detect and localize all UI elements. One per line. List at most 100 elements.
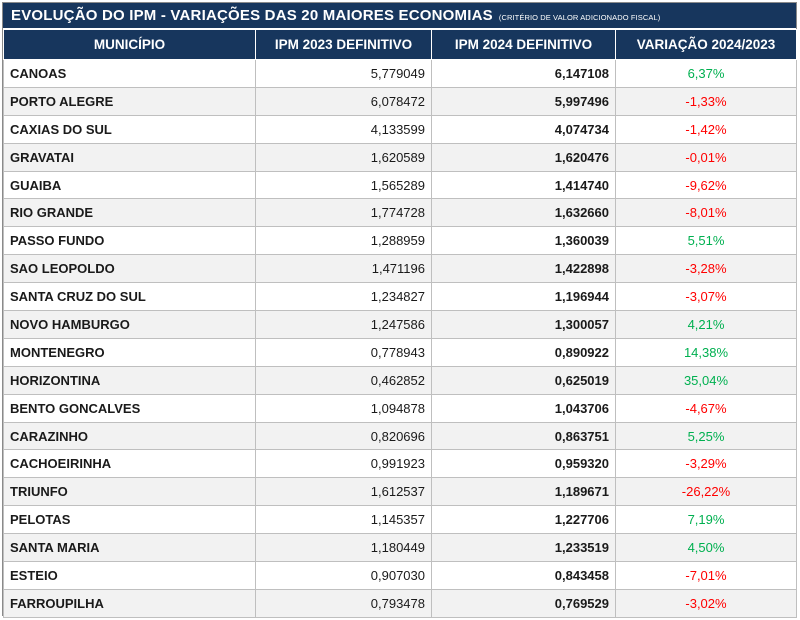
ipm-2024-cell: 0,890922: [431, 337, 616, 367]
ipm-2024-cell: 1,632660: [431, 198, 616, 228]
ipm-2023-cell: 1,620589: [255, 142, 432, 172]
variacao-cell: -0,01%: [615, 142, 797, 172]
variacao-cell: -26,22%: [615, 477, 797, 507]
variacao-cell: 35,04%: [615, 365, 797, 395]
variacao-cell: 4,21%: [615, 310, 797, 339]
table-row: SAO LEOPOLDO 1,471196 1,422898 -3,28%: [3, 254, 797, 284]
table-row: RIO GRANDE 1,774728 1,632660 -8,01%: [3, 198, 797, 228]
municipio-cell: FARROUPILHA: [3, 588, 256, 618]
municipio-cell: NOVO HAMBURGO: [3, 310, 256, 339]
ipm-2024-cell: 6,147108: [431, 59, 616, 88]
ipm-2023-cell: 1,612537: [255, 477, 432, 507]
ipm-2024-cell: 4,074734: [431, 114, 616, 144]
ipm-2023-cell: 0,462852: [255, 365, 432, 395]
variacao-cell: -3,28%: [615, 254, 797, 284]
ipm-2023-cell: 1,145357: [255, 505, 432, 535]
header-municipio: MUNICÍPIO: [3, 29, 256, 60]
variacao-cell: -7,01%: [615, 561, 797, 590]
variacao-cell: 5,51%: [615, 226, 797, 256]
table-row: CARAZINHO 0,820696 0,863751 5,25%: [3, 421, 797, 451]
table-row: GUAIBA 1,565289 1,414740 -9,62%: [3, 170, 797, 200]
header-ipm-2024: IPM 2024 DEFINITIVO: [431, 29, 616, 60]
ipm-2024-cell: 0,769529: [431, 588, 616, 618]
municipio-cell: CANOAS: [3, 59, 256, 88]
ipm-2024-cell: 1,360039: [431, 226, 616, 256]
variacao-cell: -3,02%: [615, 588, 797, 618]
variacao-cell: -3,29%: [615, 449, 797, 479]
variacao-cell: 14,38%: [615, 337, 797, 367]
ipm-2024-cell: 1,196944: [431, 282, 616, 312]
ipm-2024-cell: 1,233519: [431, 533, 616, 563]
ipm-2024-cell: 1,620476: [431, 142, 616, 172]
ipm-2023-cell: 0,820696: [255, 421, 432, 451]
table-row: MONTENEGRO 0,778943 0,890922 14,38%: [3, 337, 797, 367]
ipm-2024-cell: 1,414740: [431, 170, 616, 200]
ipm-2024-cell: 1,422898: [431, 254, 616, 284]
municipio-cell: CAXIAS DO SUL: [3, 114, 256, 144]
table-row: PASSO FUNDO 1,288959 1,360039 5,51%: [3, 226, 797, 256]
ipm-2024-cell: 1,227706: [431, 505, 616, 535]
ipm-table: MUNICÍPIO IPM 2023 DEFINITIVO IPM 2024 D…: [3, 29, 797, 618]
table-subtitle: (CRITÉRIO DE VALOR ADICIONADO FISCAL): [498, 12, 661, 22]
variacao-cell: -4,67%: [615, 393, 797, 423]
table-row: CACHOEIRINHA 0,991923 0,959320 -3,29%: [3, 449, 797, 479]
municipio-cell: MONTENEGRO: [3, 337, 256, 367]
variacao-cell: -8,01%: [615, 198, 797, 228]
ipm-2023-cell: 1,774728: [255, 198, 432, 228]
table-row: GRAVATAI 1,620589 1,620476 -0,01%: [3, 142, 797, 172]
variacao-cell: 7,19%: [615, 505, 797, 535]
table-row: ESTEIO 0,907030 0,843458 -7,01%: [3, 561, 797, 590]
table-row: HORIZONTINA 0,462852 0,625019 35,04%: [3, 365, 797, 395]
variacao-cell: -3,07%: [615, 282, 797, 312]
table-row: TRIUNFO 1,612537 1,189671 -26,22%: [3, 477, 797, 507]
ipm-2023-cell: 1,094878: [255, 393, 432, 423]
table-row: PORTO ALEGRE 6,078472 5,997496 -1,33%: [3, 86, 797, 116]
municipio-cell: GUAIBA: [3, 170, 256, 200]
table-row: PELOTAS 1,145357 1,227706 7,19%: [3, 505, 797, 535]
municipio-cell: PORTO ALEGRE: [3, 86, 256, 116]
ipm-2023-cell: 6,078472: [255, 86, 432, 116]
variacao-cell: 4,50%: [615, 533, 797, 563]
ipm-2023-cell: 0,907030: [255, 561, 432, 590]
municipio-cell: HORIZONTINA: [3, 365, 256, 395]
table-row: CANOAS 5,779049 6,147108 6,37%: [3, 59, 797, 88]
table-row: CAXIAS DO SUL 4,133599 4,074734 -1,42%: [3, 114, 797, 144]
ipm-2024-cell: 0,625019: [431, 365, 616, 395]
ipm-2024-cell: 0,863751: [431, 421, 616, 451]
municipio-cell: GRAVATAI: [3, 142, 256, 172]
ipm-2023-cell: 4,133599: [255, 114, 432, 144]
header-variacao: VARIAÇÃO 2024/2023: [615, 29, 797, 60]
ipm-2024-cell: 1,300057: [431, 310, 616, 339]
ipm-2023-cell: 1,234827: [255, 282, 432, 312]
municipio-cell: TRIUNFO: [3, 477, 256, 507]
municipio-cell: ESTEIO: [3, 561, 256, 590]
table-title: EVOLUÇÃO DO IPM - VARIAÇÕES DAS 20 MAIOR…: [11, 7, 493, 24]
header-row: MUNICÍPIO IPM 2023 DEFINITIVO IPM 2024 D…: [3, 29, 797, 60]
ipm-2023-cell: 1,288959: [255, 226, 432, 256]
variacao-cell: -1,33%: [615, 86, 797, 116]
table-row: NOVO HAMBURGO 1,247586 1,300057 4,21%: [3, 310, 797, 339]
table-row: SANTA MARIA 1,180449 1,233519 4,50%: [3, 533, 797, 563]
municipio-cell: SANTA CRUZ DO SUL: [3, 282, 256, 312]
variacao-cell: 5,25%: [615, 421, 797, 451]
table-row: FARROUPILHA 0,793478 0,769529 -3,02%: [3, 588, 797, 618]
ipm-2024-cell: 1,043706: [431, 393, 616, 423]
ipm-2023-cell: 1,247586: [255, 310, 432, 339]
table-row: SANTA CRUZ DO SUL 1,234827 1,196944 -3,07%: [3, 282, 797, 312]
ipm-2023-cell: 0,991923: [255, 449, 432, 479]
ipm-2023-cell: 5,779049: [255, 59, 432, 88]
variacao-cell: 6,37%: [615, 59, 797, 88]
ipm-2023-cell: 1,180449: [255, 533, 432, 563]
ipm-2023-cell: 0,778943: [255, 337, 432, 367]
municipio-cell: CACHOEIRINHA: [3, 449, 256, 479]
ipm-2023-cell: 1,471196: [255, 254, 432, 284]
variacao-cell: -9,62%: [615, 170, 797, 200]
header-ipm-2023: IPM 2023 DEFINITIVO: [255, 29, 432, 60]
ipm-2024-cell: 1,189671: [431, 477, 616, 507]
municipio-cell: RIO GRANDE: [3, 198, 256, 228]
ipm-2023-cell: 0,793478: [255, 588, 432, 618]
table-row: BENTO GONCALVES 1,094878 1,043706 -4,67%: [3, 393, 797, 423]
ipm-2024-cell: 0,959320: [431, 449, 616, 479]
ipm-2023-cell: 1,565289: [255, 170, 432, 200]
